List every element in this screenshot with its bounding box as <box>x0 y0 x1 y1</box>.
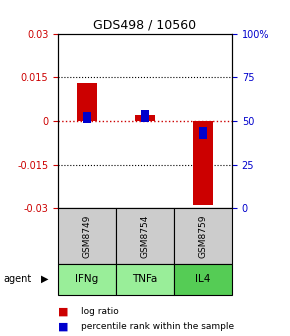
Text: IFNg: IFNg <box>75 274 99 284</box>
Text: GDS498 / 10560: GDS498 / 10560 <box>93 18 197 32</box>
Text: TNFa: TNFa <box>132 274 158 284</box>
Text: log ratio: log ratio <box>81 307 119 316</box>
Bar <box>199 127 207 139</box>
Text: ■: ■ <box>58 322 68 332</box>
Bar <box>193 121 213 205</box>
Bar <box>83 112 91 123</box>
Text: GSM8759: GSM8759 <box>198 214 208 258</box>
Text: GSM8749: GSM8749 <box>82 214 92 258</box>
Text: IL4: IL4 <box>195 274 211 284</box>
Text: percentile rank within the sample: percentile rank within the sample <box>81 322 234 331</box>
Text: ▶: ▶ <box>41 274 49 284</box>
Bar <box>141 110 149 122</box>
Text: ■: ■ <box>58 307 68 317</box>
Bar <box>135 115 155 121</box>
Text: GSM8754: GSM8754 <box>140 214 150 258</box>
Bar <box>77 83 97 121</box>
Text: agent: agent <box>3 274 31 284</box>
